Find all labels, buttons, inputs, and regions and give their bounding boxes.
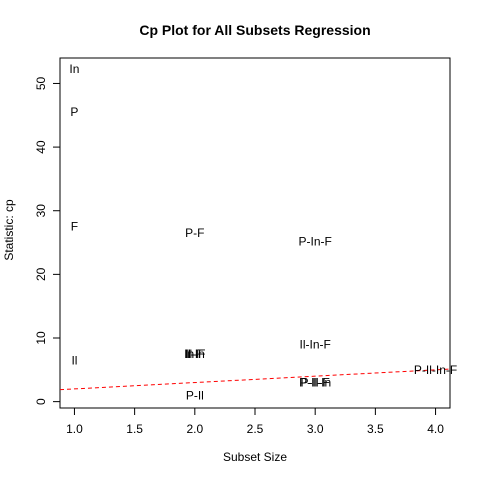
- point-label: P-Il-In: [299, 376, 331, 390]
- reference-line-cp-equals-p: [59, 368, 451, 391]
- x-axis: 1.0 1.5 2.0 2.5 3.0 3.5 4.0: [66, 408, 444, 436]
- point-label: P-Il: [186, 388, 204, 402]
- x-tick-label: 2.5: [247, 422, 264, 436]
- y-axis: 0 10 20 30 40 50: [34, 76, 60, 405]
- y-tick-label: 50: [34, 76, 48, 90]
- x-tick-label: 2.0: [186, 422, 203, 436]
- point-label: P-Il-F: [301, 376, 330, 390]
- y-axis-label: Statistic: cp: [2, 199, 16, 261]
- point-label: P-In-F: [299, 234, 332, 248]
- point-label: Il-In: [185, 347, 205, 361]
- x-tick-label: 4.0: [427, 422, 444, 436]
- point-label: P-F: [185, 226, 204, 240]
- y-tick-label: 30: [34, 204, 48, 218]
- point-label: In-F: [184, 347, 205, 361]
- y-tick-label: 40: [34, 140, 48, 154]
- plot-frame: [59, 57, 451, 409]
- y-tick-label: 0: [34, 398, 48, 405]
- point-label: Il-F: [186, 347, 203, 361]
- point-label: Il-In-F: [300, 337, 331, 351]
- point-label: P-Il-In-F: [414, 363, 457, 377]
- point-label: P: [70, 105, 78, 119]
- x-tick-label: 1.5: [126, 422, 143, 436]
- x-tick-label: 3.0: [307, 422, 324, 436]
- chart-title: Cp Plot for All Subsets Regression: [139, 22, 370, 38]
- x-tick-label: 1.0: [66, 422, 83, 436]
- y-tick-label: 20: [34, 267, 48, 281]
- x-tick-label: 3.5: [367, 422, 384, 436]
- y-tick-label: 10: [34, 331, 48, 345]
- point-label: Il: [71, 353, 77, 367]
- x-axis-label: Subset Size: [223, 450, 287, 464]
- point-label: In: [69, 62, 79, 76]
- point-label: F: [71, 220, 78, 234]
